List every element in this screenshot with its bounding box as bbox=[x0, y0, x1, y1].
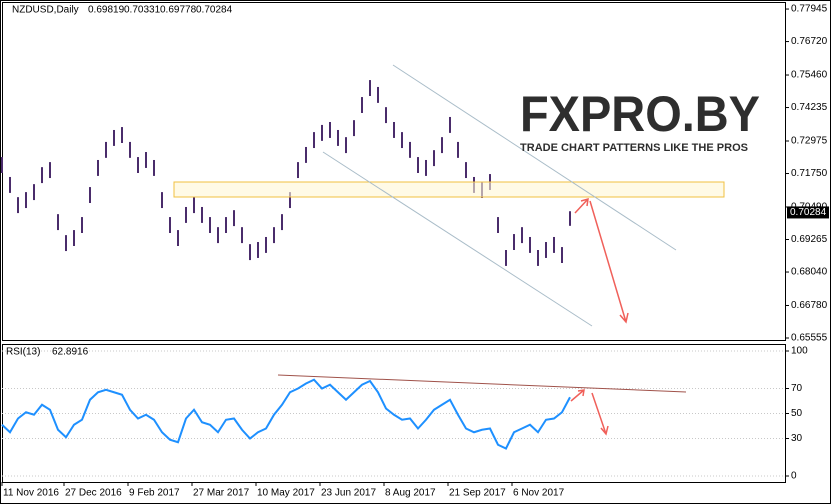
y-tick-label: 0.76720 bbox=[791, 36, 828, 47]
y-tick-label: 0.65555 bbox=[791, 333, 828, 344]
arrow-up bbox=[574, 197, 589, 214]
resistance-zone bbox=[173, 181, 725, 198]
x-tick-label: 6 Nov 2017 bbox=[513, 488, 565, 499]
y-tick-label: 30 bbox=[791, 433, 803, 444]
y-tick-label: 0.68040 bbox=[791, 267, 828, 278]
ohlc-high: 0.70331 bbox=[124, 5, 161, 16]
y-tick-label: 0.71750 bbox=[791, 168, 828, 179]
channel-upper bbox=[392, 64, 677, 251]
x-tick-label: 11 Nov 2016 bbox=[3, 488, 59, 499]
last-price-label: 0.70284 bbox=[790, 207, 827, 218]
ohlc-close: 0.70284 bbox=[196, 5, 233, 16]
watermark-subtitle: TRADE CHART PATTERNS LIKE THE PROS bbox=[520, 142, 748, 154]
rsi-line bbox=[1, 378, 571, 450]
chart-title: NZDUSD,Daily bbox=[12, 5, 79, 16]
channel-lower bbox=[322, 151, 593, 327]
y-tick-label: 0.72975 bbox=[791, 136, 828, 147]
last-price-box bbox=[787, 206, 829, 219]
y-tick-label: 0.66780 bbox=[791, 300, 828, 311]
x-tick-label: 27 Dec 2016 bbox=[65, 488, 122, 499]
x-tick-label: 8 Aug 2017 bbox=[385, 488, 436, 499]
watermark-title: FXPRO.BY bbox=[520, 86, 760, 142]
x-tick-label: 23 Jun 2017 bbox=[321, 488, 376, 499]
x-tick-label: 9 Feb 2017 bbox=[129, 488, 180, 499]
x-tick-label: 21 Sep 2017 bbox=[449, 488, 506, 499]
y-tick-label: 0 bbox=[791, 471, 797, 482]
y-tick-label: 50 bbox=[791, 408, 803, 419]
ohlc-open: 0.69819 bbox=[88, 5, 125, 16]
x-tick-label: 27 Mar 2017 bbox=[193, 488, 250, 499]
forecast-arrows bbox=[570, 197, 629, 436]
y-tick-label: 100 bbox=[791, 346, 808, 357]
arrow-down bbox=[589, 200, 629, 324]
ohlc-low: 0.69778 bbox=[160, 5, 197, 16]
y-tick-label: 0.77945 bbox=[791, 4, 828, 15]
rsi-title: RSI(13) bbox=[6, 347, 40, 358]
y-tick-label: 0.74235 bbox=[791, 102, 828, 113]
y-tick-label: 0.75460 bbox=[791, 70, 828, 81]
x-tick-label: 10 May 2017 bbox=[257, 488, 315, 499]
y-tick-label: 70 bbox=[791, 383, 803, 394]
rsi-trendline bbox=[277, 374, 687, 393]
y-tick-label: 0.69265 bbox=[791, 234, 828, 245]
rsi-arrow-up bbox=[570, 389, 585, 402]
rsi-value: 62.8916 bbox=[52, 347, 89, 358]
rsi-arrow-down bbox=[591, 392, 609, 436]
